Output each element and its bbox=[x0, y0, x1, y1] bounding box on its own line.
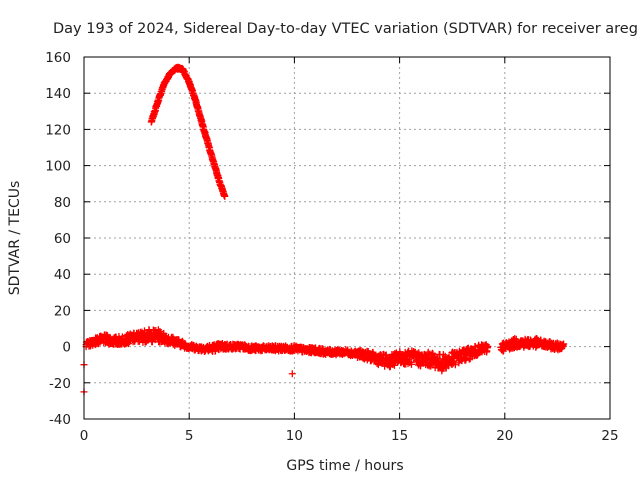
band-point bbox=[499, 347, 507, 355]
y-tick-label: -40 bbox=[49, 412, 71, 428]
band-point bbox=[404, 360, 412, 368]
y-tick-label: 0 bbox=[62, 340, 71, 356]
x-tick-label: 0 bbox=[80, 428, 89, 444]
y-tick-label: 80 bbox=[54, 195, 71, 211]
y-tick-label: 100 bbox=[45, 159, 71, 175]
y-tick-label: 140 bbox=[45, 86, 71, 102]
y-tick-label: 160 bbox=[45, 50, 71, 66]
tick-labels: 0 5 10 15 20 25 -40 -20 0 20 40 60 80 100 120 140 160 bbox=[45, 50, 618, 444]
band-point bbox=[560, 340, 568, 348]
x-tick-label: 10 bbox=[286, 428, 303, 444]
y-tick-label: 120 bbox=[45, 122, 71, 138]
data-points bbox=[80, 63, 568, 396]
x-tick-label: 15 bbox=[391, 428, 408, 444]
y-tick-label: -20 bbox=[49, 376, 71, 392]
y-tick-label: 40 bbox=[54, 267, 71, 283]
series-sdtvar bbox=[80, 63, 568, 396]
y-axis-label: SDTVAR / TECUs bbox=[7, 181, 23, 296]
arc-point bbox=[221, 192, 229, 200]
outlier-point bbox=[288, 370, 296, 378]
plot-frame bbox=[83, 56, 611, 420]
y-tick-label: 20 bbox=[54, 303, 71, 319]
band-point bbox=[484, 342, 492, 350]
band-point bbox=[407, 360, 415, 368]
grid-lines bbox=[84, 57, 610, 419]
x-tick-label: 20 bbox=[496, 428, 513, 444]
x-axis-label: GPS time / hours bbox=[286, 458, 403, 474]
chart-title: Day 193 of 2024, Sidereal Day-to-day VTE… bbox=[53, 21, 638, 37]
x-tick-label: 5 bbox=[185, 428, 194, 444]
x-tick-label: 25 bbox=[601, 428, 618, 444]
axis-ticks bbox=[83, 56, 611, 420]
y-tick-label: 60 bbox=[54, 231, 71, 247]
